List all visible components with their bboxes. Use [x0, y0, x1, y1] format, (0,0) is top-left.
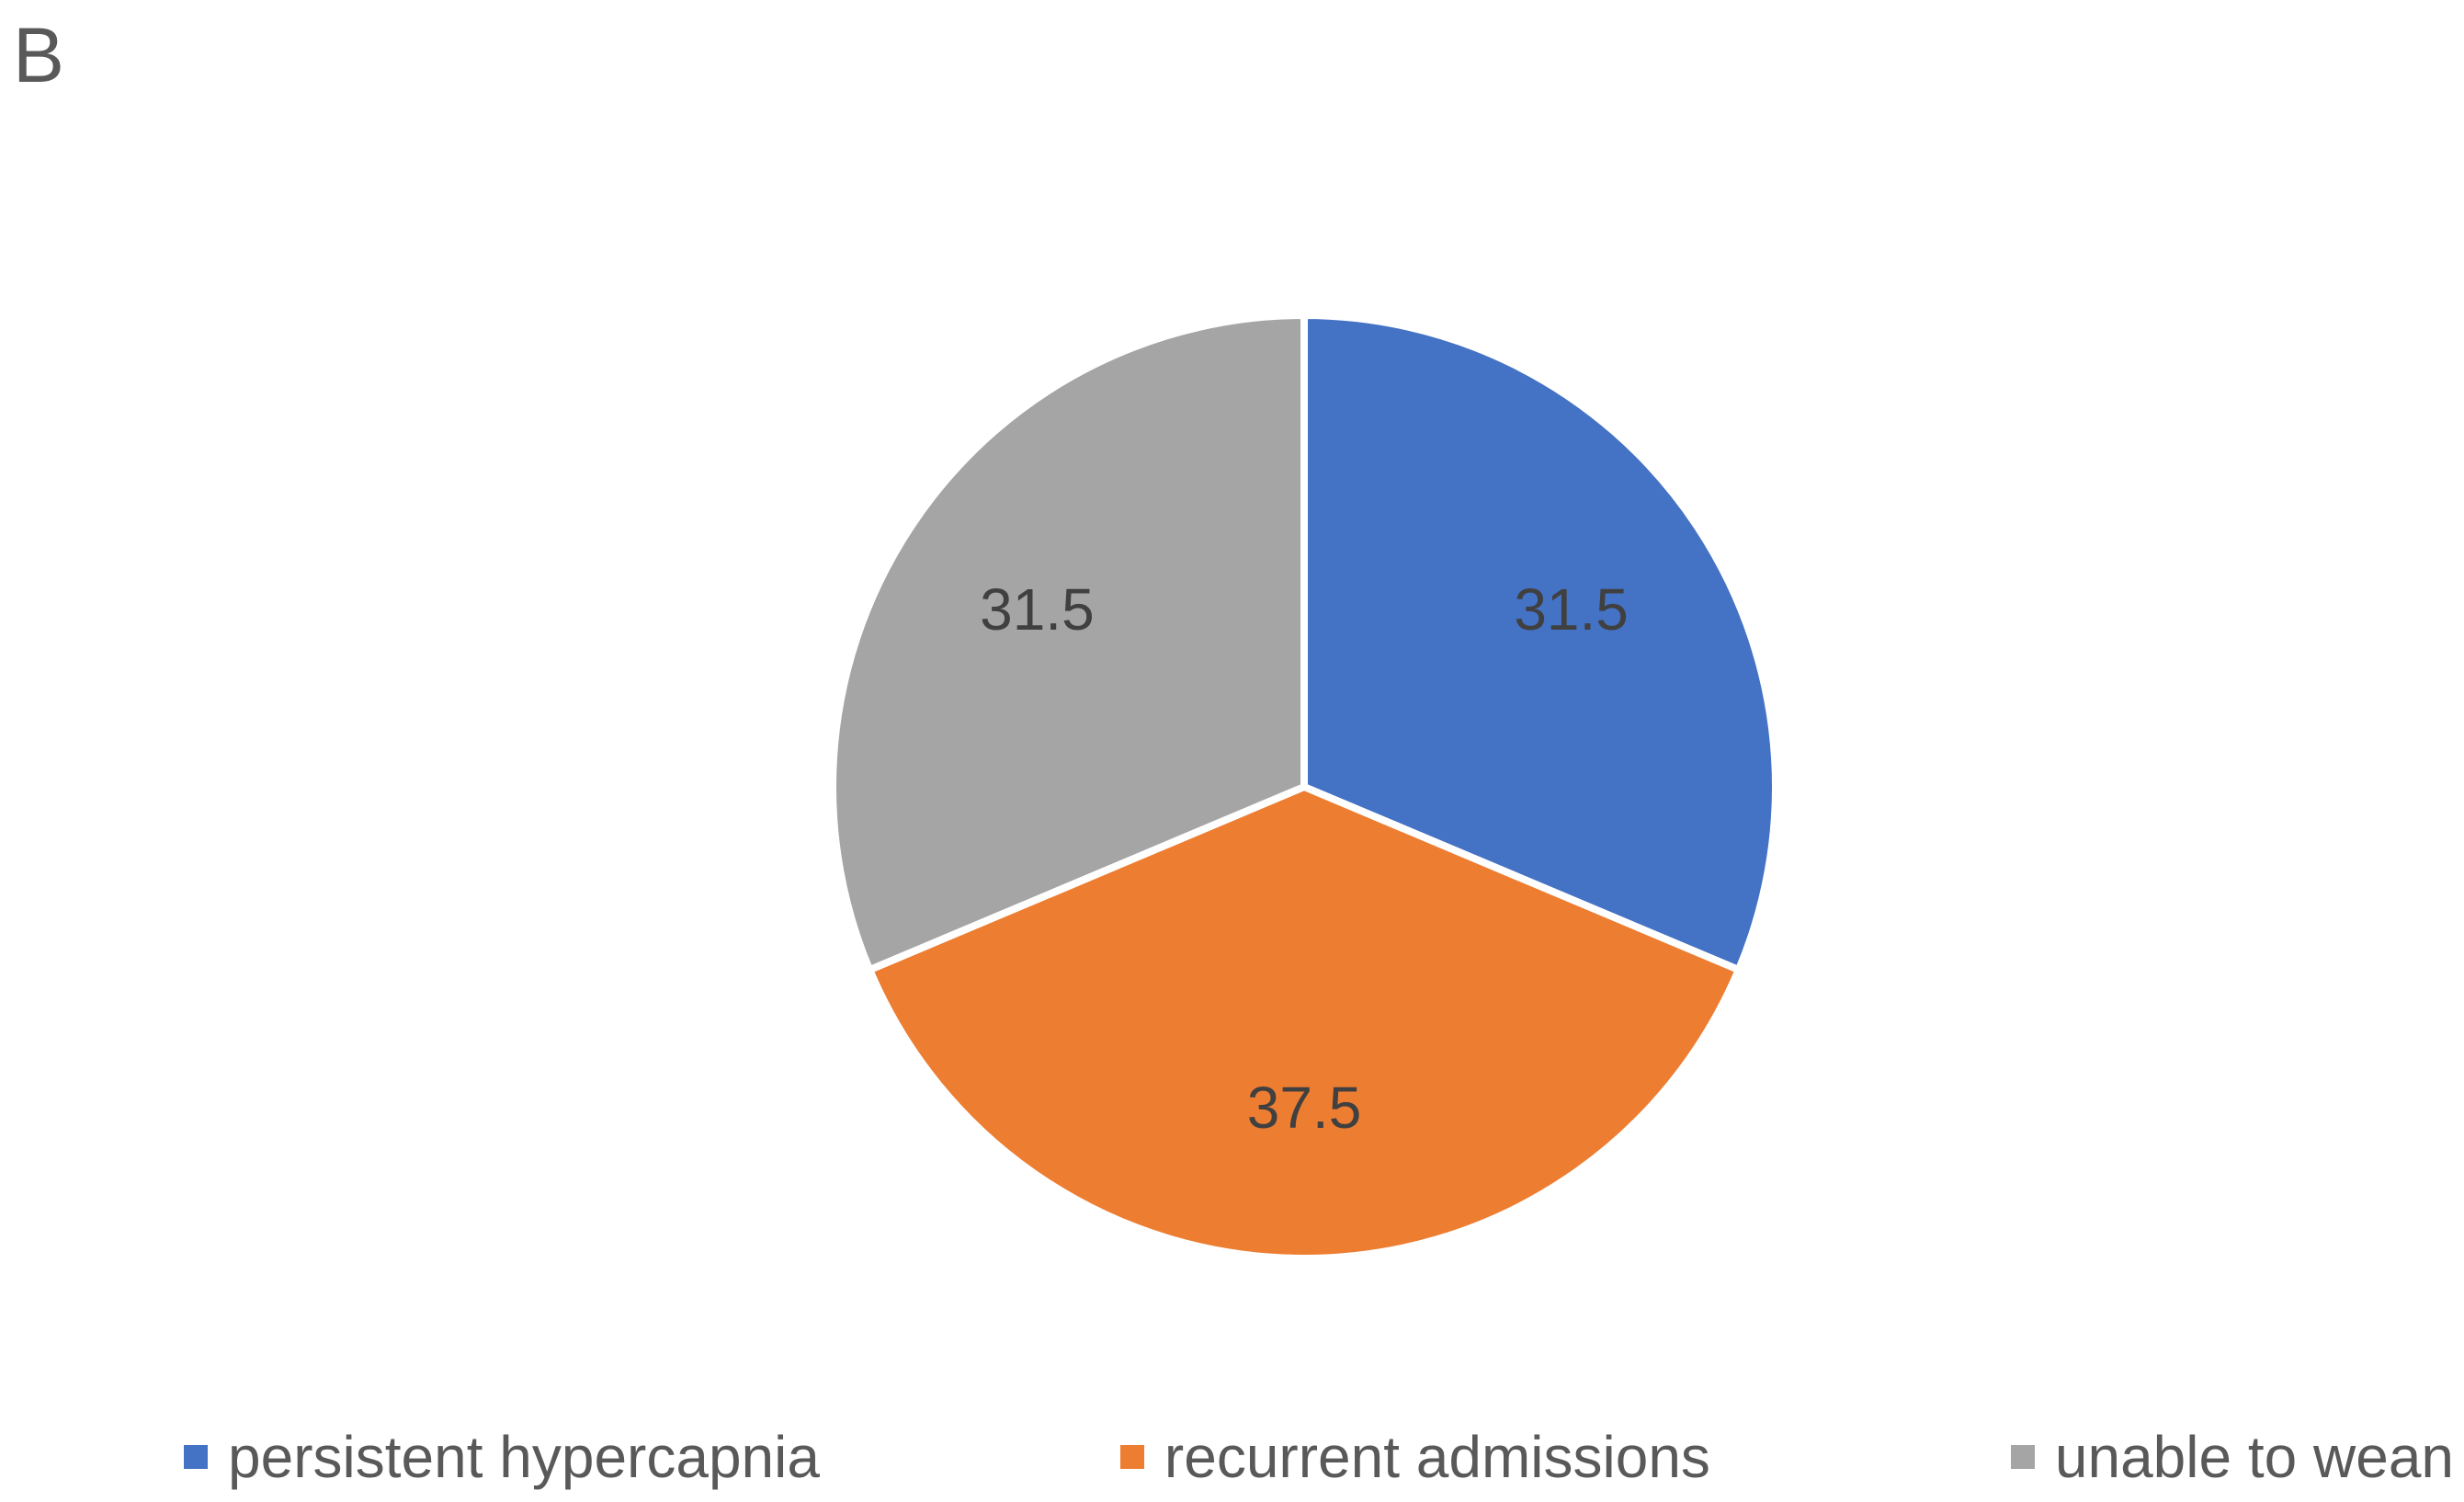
pie-slice-persistent-hypercapnia: [1300, 312, 1779, 974]
data-label-unable-to-wean: 31.5: [980, 576, 1095, 643]
legend-label: unable to wean: [2054, 1424, 2454, 1490]
legend-swatch: [1119, 1445, 1144, 1469]
chart-legend: persistent hypercapnia recurrent admissio…: [184, 1420, 2454, 1494]
data-label-recurrent-admissions: 37.5: [1247, 1075, 1362, 1141]
pie-slices: [829, 312, 1779, 1262]
pie-data-labels: 31.5 37.5 31.5: [980, 576, 1629, 1141]
legend-item-persistent-hypercapnia: persistent hypercapnia: [184, 1423, 820, 1491]
legend-label: persistent hypercapnia: [228, 1424, 820, 1490]
legend-swatch: [184, 1445, 208, 1469]
data-label-persistent-hypercapnia: 31.5: [1514, 576, 1629, 643]
pie-slice-unable-to-wean: [829, 312, 1308, 974]
panel-label: B: [13, 12, 65, 98]
legend-item-unable-to-wean: unable to wean: [2010, 1423, 2454, 1491]
pie-slice-recurrent-admissions: [866, 783, 1743, 1262]
legend-swatch: [2010, 1445, 2035, 1469]
legend-label: recurrent admissions: [1164, 1424, 1710, 1490]
legend-item-recurrent-admissions: recurrent admissions: [1119, 1423, 1710, 1491]
